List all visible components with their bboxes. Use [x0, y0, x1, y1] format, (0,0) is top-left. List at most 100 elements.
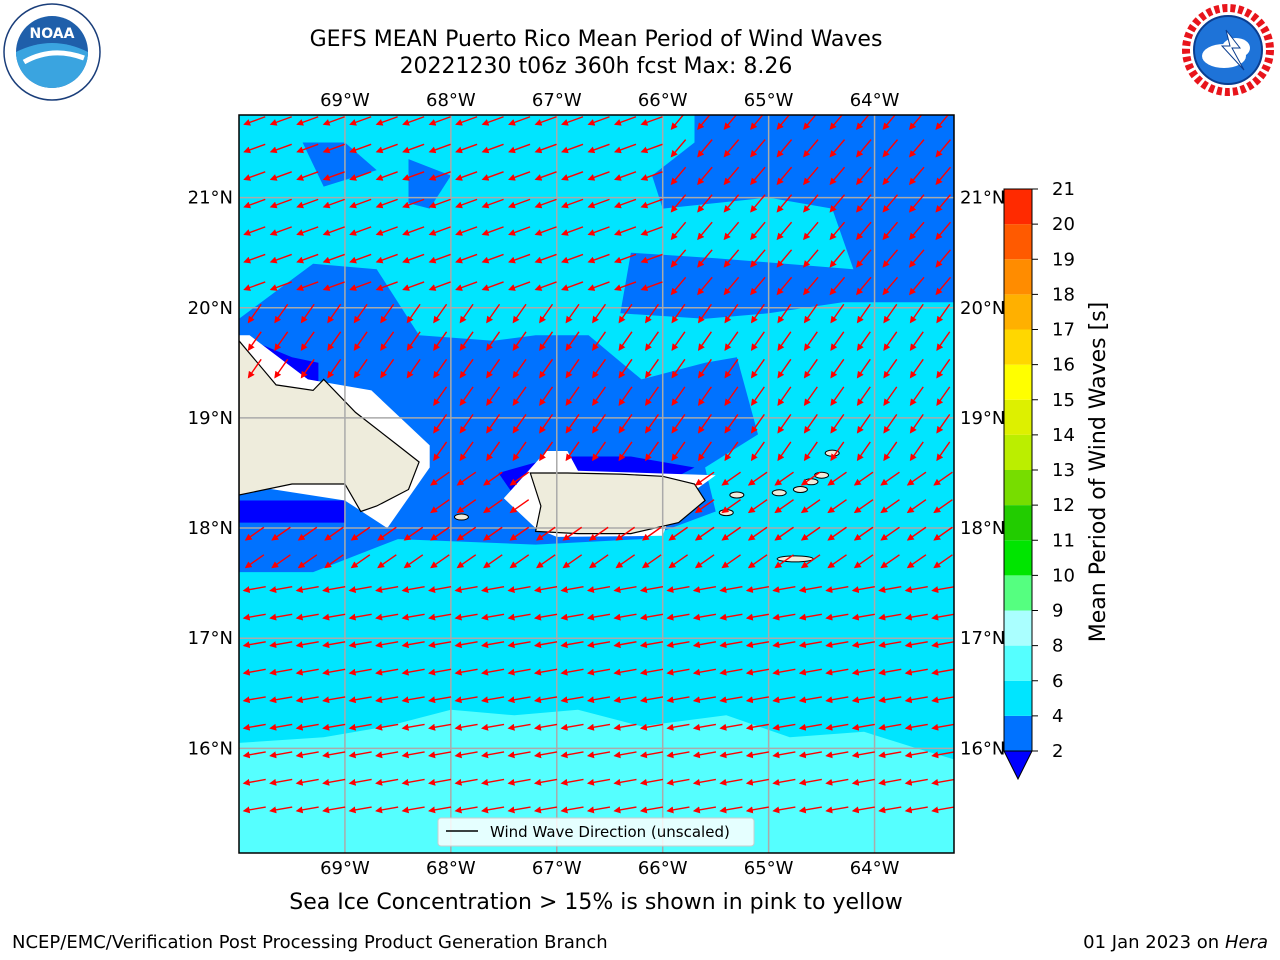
- wave-arrow: [883, 331, 898, 351]
- wave-arrow: [904, 586, 928, 594]
- wave-arrow: [772, 613, 796, 621]
- wave-arrow: [855, 249, 872, 268]
- wave-arrow: [644, 303, 659, 324]
- wave-arrow: [935, 249, 952, 268]
- wave-arrow: [615, 526, 636, 541]
- wave-arrow: [242, 778, 266, 786]
- wave-arrow: [430, 471, 450, 486]
- wave-arrow: [697, 414, 712, 434]
- wave-arrow: [454, 586, 478, 594]
- wave-arrow: [882, 139, 899, 158]
- wave-arrow: [692, 613, 717, 621]
- wave-arrow: [908, 139, 925, 158]
- wave-arrow: [353, 331, 368, 351]
- wave-arrow: [560, 751, 584, 759]
- colorbar-tick-label: 20: [1052, 214, 1075, 235]
- wave-arrow: [830, 303, 845, 324]
- wave-arrow: [803, 441, 818, 462]
- wave-arrow: [455, 253, 478, 264]
- map-title: GEFS MEAN Puerto Rico Mean Period of Win…: [309, 27, 883, 52]
- wave-arrow: [721, 499, 741, 514]
- wave-arrow: [878, 641, 902, 649]
- wave-arrow: [613, 806, 637, 814]
- wave-arrow: [459, 358, 474, 379]
- footer-branch: NCEP/EMC/Verification Post Processing Pr…: [12, 932, 608, 953]
- wave-arrow: [856, 441, 871, 462]
- wave-arrow: [295, 778, 319, 786]
- colorbar-segment: [1004, 224, 1032, 260]
- wave-arrow: [803, 115, 817, 131]
- wave-arrow: [798, 696, 822, 704]
- wave-arrow: [402, 253, 425, 264]
- colorbar-segment: [1004, 610, 1032, 646]
- wave-arrow: [777, 331, 792, 351]
- wave-arrow: [935, 276, 952, 296]
- wave-arrow: [855, 139, 872, 158]
- wave-arrow: [777, 358, 792, 379]
- wave-arrow: [692, 668, 717, 676]
- wave-arrow: [428, 668, 452, 676]
- footer-host: Hera: [1224, 932, 1268, 953]
- wave-arrow: [692, 723, 717, 731]
- wave-arrow: [882, 276, 899, 296]
- wave-arrow: [349, 281, 372, 291]
- wave-arrow: [481, 226, 504, 236]
- wave-arrow: [776, 276, 793, 296]
- map-legend: Wind Wave Direction (unscaled): [437, 817, 755, 847]
- wave-arrow: [459, 414, 474, 434]
- wave-arrow: [486, 358, 501, 379]
- wave-arrow: [533, 696, 558, 704]
- wave-arrow: [906, 554, 927, 569]
- map-frame: [238, 114, 955, 854]
- wave-arrow: [745, 668, 769, 676]
- wave-arrow: [618, 386, 633, 407]
- wave-arrow: [723, 221, 740, 241]
- footer-date: 01 Jan 2023 on Hera: [1083, 932, 1268, 953]
- wave-arrow: [322, 641, 346, 649]
- wave-arrow: [882, 166, 899, 186]
- wave-arrow: [904, 613, 928, 621]
- wave-arrow: [247, 303, 262, 324]
- wave-arrow: [671, 358, 686, 379]
- wave-arrow: [377, 554, 397, 569]
- wave-arrow: [592, 441, 607, 462]
- lon-label-bottom: 67°W: [532, 858, 582, 879]
- wave-arrow: [428, 116, 451, 126]
- wave-arrow: [322, 143, 345, 154]
- wave-arrow: [586, 668, 611, 676]
- wave-arrow: [592, 358, 607, 379]
- wave-arrow: [295, 641, 319, 649]
- wave-arrow: [508, 198, 531, 209]
- wave-arrow: [750, 441, 765, 462]
- wave-arrow: [772, 751, 796, 759]
- wave-arrow: [454, 778, 478, 786]
- colorbar-segment: [1004, 540, 1032, 576]
- wave-arrow: [694, 554, 715, 569]
- wave-arrow: [483, 499, 503, 514]
- wave-arrow: [851, 696, 875, 704]
- wave-arrow: [883, 386, 898, 407]
- wave-arrow: [853, 554, 874, 569]
- wave-arrow: [324, 554, 344, 569]
- wave-arrow: [613, 668, 637, 676]
- wave-arrow: [724, 386, 739, 407]
- wave-arrow: [798, 641, 822, 649]
- wave-arrow: [481, 281, 504, 291]
- wave-arrow: [322, 171, 345, 181]
- wave-arrow: [798, 751, 822, 759]
- wave-arrow: [935, 194, 952, 213]
- wave-arrow: [671, 386, 686, 407]
- wave-arrow: [587, 143, 610, 154]
- wave-arrow: [481, 723, 505, 731]
- wave-arrow: [481, 641, 505, 649]
- wave-arrow: [825, 806, 849, 814]
- wave-arrow: [798, 613, 822, 621]
- wave-arrow: [697, 194, 713, 213]
- wave-arrow: [565, 441, 580, 462]
- wave-arrow: [349, 143, 372, 154]
- colorbar-segment: [1004, 680, 1032, 716]
- wave-arrow: [908, 166, 925, 186]
- wave-arrow: [430, 499, 450, 514]
- wave-arrow: [639, 696, 664, 704]
- wave-arrow: [935, 166, 952, 186]
